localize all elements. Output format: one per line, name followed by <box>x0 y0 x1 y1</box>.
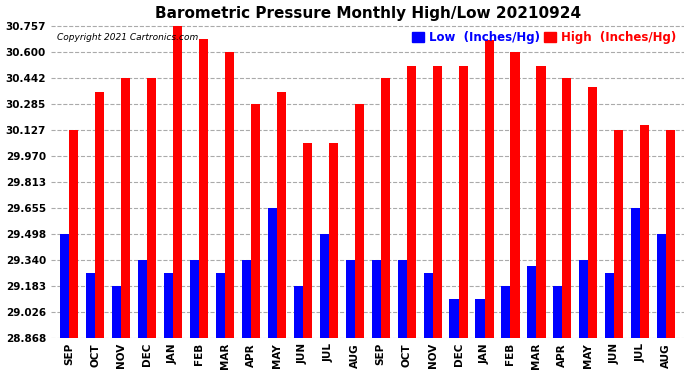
Bar <box>355 104 364 338</box>
Bar <box>502 286 511 338</box>
Legend: Low  (Inches/Hg), High  (Inches/Hg): Low (Inches/Hg), High (Inches/Hg) <box>410 29 678 47</box>
Bar <box>251 104 260 338</box>
Bar <box>475 299 484 338</box>
Bar <box>397 260 406 338</box>
Bar <box>433 66 442 338</box>
Bar <box>147 78 156 338</box>
Bar <box>631 208 640 338</box>
Bar <box>69 130 78 338</box>
Bar <box>372 260 381 338</box>
Bar <box>121 78 130 338</box>
Bar <box>199 39 208 338</box>
Bar <box>657 234 667 338</box>
Bar <box>553 286 562 338</box>
Bar <box>268 208 277 338</box>
Bar <box>484 40 493 338</box>
Bar <box>216 273 225 338</box>
Bar <box>640 124 649 338</box>
Bar <box>294 286 303 338</box>
Bar <box>346 260 355 338</box>
Bar <box>605 273 614 338</box>
Bar <box>138 260 147 338</box>
Bar <box>112 286 121 338</box>
Title: Barometric Pressure Monthly High/Low 20210924: Barometric Pressure Monthly High/Low 202… <box>155 6 581 21</box>
Bar <box>319 234 328 338</box>
Bar <box>406 66 415 338</box>
Bar <box>589 87 598 338</box>
Bar <box>60 234 69 338</box>
Bar <box>459 66 468 338</box>
Bar <box>190 260 199 338</box>
Bar <box>511 53 520 338</box>
Bar <box>86 273 95 338</box>
Bar <box>277 92 286 338</box>
Bar <box>614 130 624 338</box>
Bar <box>580 260 589 338</box>
Bar <box>449 299 459 338</box>
Bar <box>164 273 173 338</box>
Bar <box>241 260 251 338</box>
Bar <box>562 78 571 338</box>
Bar <box>527 266 536 338</box>
Bar <box>303 143 312 338</box>
Bar <box>173 26 182 338</box>
Bar <box>536 66 546 338</box>
Bar <box>381 78 390 338</box>
Bar <box>667 130 676 338</box>
Bar <box>225 53 234 338</box>
Bar <box>328 143 338 338</box>
Bar <box>95 92 104 338</box>
Bar <box>424 273 433 338</box>
Text: Copyright 2021 Cartronics.com: Copyright 2021 Cartronics.com <box>57 33 199 42</box>
